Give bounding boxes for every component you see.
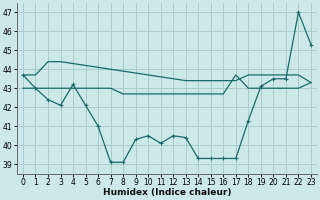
X-axis label: Humidex (Indice chaleur): Humidex (Indice chaleur) — [103, 188, 231, 197]
